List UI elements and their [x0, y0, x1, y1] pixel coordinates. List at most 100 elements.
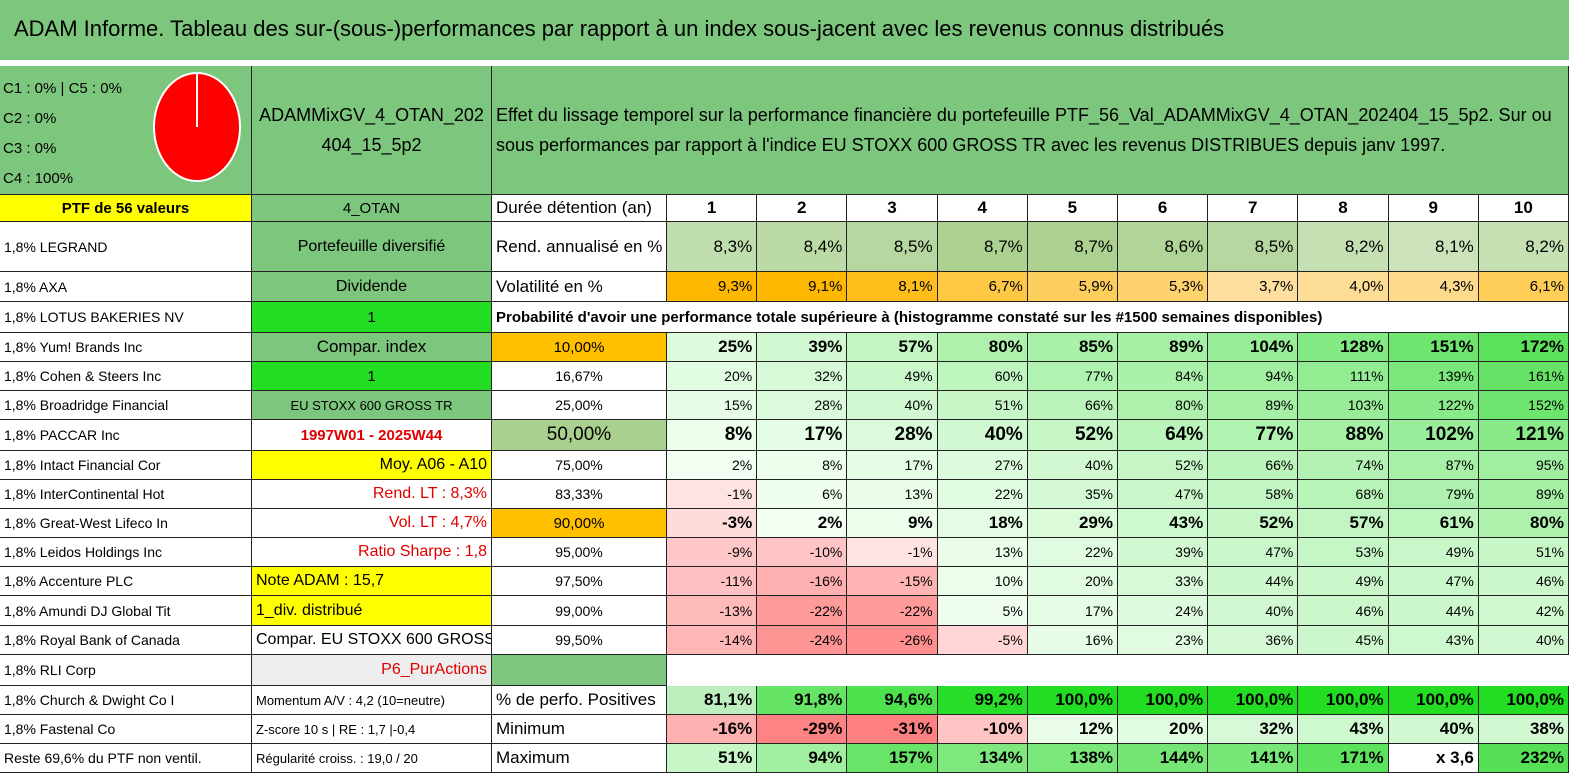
value-cell: 80%	[1478, 509, 1569, 538]
value-cell: -13%	[667, 596, 758, 626]
row-key: 10,00%	[492, 333, 667, 362]
value-cell: 8,2%	[1478, 222, 1569, 272]
value-cell: 100,0%	[1208, 686, 1299, 715]
value-cell: 122%	[1388, 391, 1479, 420]
row-key: Volatilité en %	[492, 272, 667, 302]
value-cell: 39%	[757, 333, 848, 362]
value-cell: 5,9%	[1027, 272, 1118, 302]
value-cell: 91,8%	[757, 686, 848, 715]
value-cell: 139%	[1388, 362, 1479, 391]
info: Régularité croiss. : 19,0 / 20	[252, 744, 492, 773]
info: Compar. EU STOXX 600 GROSS TI	[252, 626, 492, 655]
row-label: 1,8% Cohen & Steers Inc	[0, 362, 252, 391]
row-key: 16,67%	[492, 362, 667, 391]
value-cell: 16%	[1027, 626, 1118, 655]
value-cell: 8,2%	[1298, 222, 1389, 272]
row-label: 1,8% Church & Dwight Co I	[0, 686, 252, 715]
value-cell: 121%	[1478, 420, 1569, 451]
pie	[153, 72, 241, 182]
row-label: 1,8% Yum! Brands Inc	[0, 333, 252, 362]
column-header: 8	[1298, 195, 1389, 222]
value-cell: 22%	[937, 480, 1028, 509]
row-label: 1,8% AXA	[0, 272, 252, 302]
value-cell: 138%	[1027, 744, 1118, 773]
note: Probabilité d'avoir une performance tota…	[492, 302, 1479, 333]
value-cell: -15%	[847, 567, 938, 596]
row-key: 90,00%	[492, 509, 667, 538]
row-key: 95,00%	[492, 538, 667, 567]
value-cell: 8,1%	[1388, 222, 1479, 272]
value-cell: 32%	[1208, 715, 1299, 744]
empty-cell	[1478, 302, 1569, 333]
value-cell: 40%	[1208, 596, 1299, 626]
value-cell: 8,7%	[937, 222, 1028, 272]
value-cell: -9%	[667, 538, 758, 567]
info: 4_OTAN	[252, 195, 492, 222]
value-cell: 152%	[1478, 391, 1569, 420]
value-cell: 171%	[1298, 744, 1389, 773]
value-cell: 89%	[1478, 480, 1569, 509]
legend: C1 : 0% | C5 : 0% C2 : 0% C3 : 0% C4 : 100%	[3, 74, 122, 194]
column-header: 7	[1208, 195, 1299, 222]
value-cell: 161%	[1478, 362, 1569, 391]
row-label: 1,8% LEGRAND	[0, 222, 252, 272]
value-cell: 87%	[1388, 451, 1479, 480]
value-cell: 5,3%	[1118, 272, 1209, 302]
value-cell: -14%	[667, 626, 758, 655]
column-header: 2	[757, 195, 848, 222]
info: Ratio Sharpe : 1,8	[252, 538, 492, 567]
value-cell: 77%	[1027, 362, 1118, 391]
value-cell: 49%	[1298, 567, 1389, 596]
value-cell: 20%	[667, 362, 758, 391]
info: Moy. A06 - A10	[252, 451, 492, 480]
value-cell: 51%	[937, 391, 1028, 420]
value-cell: 44%	[1388, 596, 1479, 626]
value-cell: 89%	[1208, 391, 1299, 420]
info: 1997W01 - 2025W44	[252, 420, 492, 451]
info: Dividende	[252, 272, 492, 302]
column-header: 10	[1478, 195, 1569, 222]
value-cell: 24%	[1118, 596, 1209, 626]
value-cell: -10%	[757, 538, 848, 567]
value-cell: -29%	[757, 715, 848, 744]
value-cell: 8,4%	[757, 222, 848, 272]
value-cell: 23%	[1118, 626, 1209, 655]
row-label: PTF de 56 valeurs	[0, 195, 252, 222]
row-key: Maximum	[492, 744, 667, 773]
value-cell: 45%	[1298, 626, 1389, 655]
value-cell: 94,6%	[847, 686, 938, 715]
value-cell: 100,0%	[1027, 686, 1118, 715]
value-cell: 29%	[1027, 509, 1118, 538]
value-cell: -5%	[937, 626, 1028, 655]
row-label: 1,8% Accenture PLC	[0, 567, 252, 596]
value-cell: 12%	[1027, 715, 1118, 744]
column-header: 4	[937, 195, 1028, 222]
value-cell: 85%	[1027, 333, 1118, 362]
row-label: 1,8% Leidos Holdings Inc	[0, 538, 252, 567]
value-cell: 144%	[1118, 744, 1209, 773]
value-cell: 46%	[1478, 567, 1569, 596]
legend-entry: C3 : 0%	[3, 140, 57, 157]
legend-entry: C4 : 100%	[3, 170, 74, 187]
value-cell: 8,3%	[667, 222, 758, 272]
value-cell: -1%	[847, 538, 938, 567]
value-cell: 66%	[1027, 391, 1118, 420]
row-label: 1,8% Royal Bank of Canada	[0, 626, 252, 655]
value-cell: 111%	[1298, 362, 1389, 391]
value-cell: 46%	[1298, 596, 1389, 626]
info: Z-score 10 s | RE : 1,7 |-0,4	[252, 715, 492, 744]
value-cell: 38%	[1478, 715, 1569, 744]
value-cell: 5%	[937, 596, 1028, 626]
row-key: Durée détention (an)	[492, 195, 667, 222]
value-cell: 32%	[757, 362, 848, 391]
value-cell: 57%	[1298, 509, 1389, 538]
value-cell: 58%	[1208, 480, 1299, 509]
value-cell: 60%	[937, 362, 1028, 391]
row-key: 99,00%	[492, 596, 667, 626]
row-key: 99,50%	[492, 626, 667, 655]
value-cell: 8,5%	[847, 222, 938, 272]
value-cell: 51%	[1478, 538, 1569, 567]
title-bar: ADAM Informe. Tableau des sur-(sous-)per…	[0, 0, 1569, 63]
value-cell: 44%	[1208, 567, 1299, 596]
row-label: 1,8% PACCAR Inc	[0, 420, 252, 451]
